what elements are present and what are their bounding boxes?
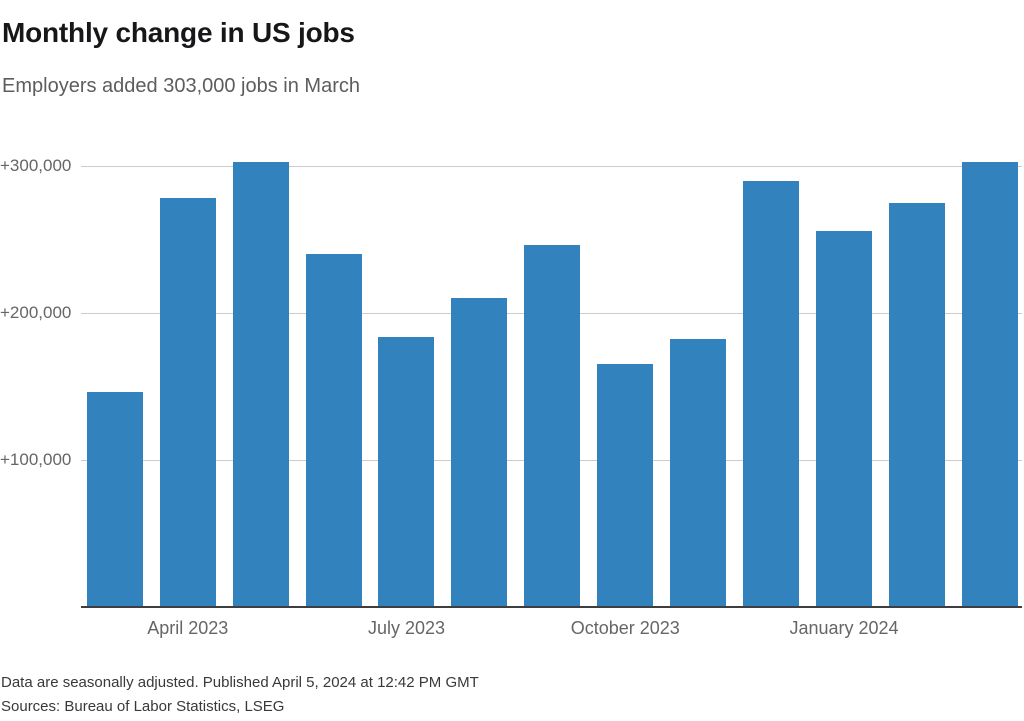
- bar-september-2023: [524, 245, 581, 607]
- bar-august-2023: [451, 298, 508, 607]
- x-axis-label: July 2023: [367, 618, 445, 638]
- y-axis-label: +100,000: [0, 450, 72, 469]
- bar-march-2024: [961, 161, 1018, 607]
- gridline-300000: [81, 165, 1022, 167]
- bar-january-2024: [816, 230, 872, 607]
- chart-subtitle: Employers added 303,000 jobs in March: [2, 75, 360, 97]
- bar-april-2023: [159, 198, 216, 607]
- x-axis-label: April 2023: [147, 618, 229, 638]
- bar-july-2023: [378, 336, 435, 607]
- bar-may-2023: [232, 161, 289, 607]
- bar-june-2023: [305, 254, 362, 607]
- chart-title: Monthly change in US jobs: [2, 17, 355, 48]
- bar-march-2023: [86, 392, 143, 607]
- chart-note: Data are seasonally adjusted. Published …: [1, 674, 479, 691]
- bar-october-2023: [597, 364, 654, 607]
- y-axis-label: +200,000: [0, 303, 72, 322]
- chart-sources: Sources: Bureau of Labor Statistics, LSE…: [1, 698, 285, 715]
- x-axis-line: [81, 605, 1022, 608]
- x-axis-label: January 2024: [789, 618, 899, 638]
- bar-november-2023: [670, 339, 727, 607]
- x-axis-label: October 2023: [570, 618, 680, 638]
- bar-december-2023: [743, 180, 800, 607]
- y-axis-label: +300,000: [0, 156, 72, 175]
- bar-february-2024: [888, 202, 945, 607]
